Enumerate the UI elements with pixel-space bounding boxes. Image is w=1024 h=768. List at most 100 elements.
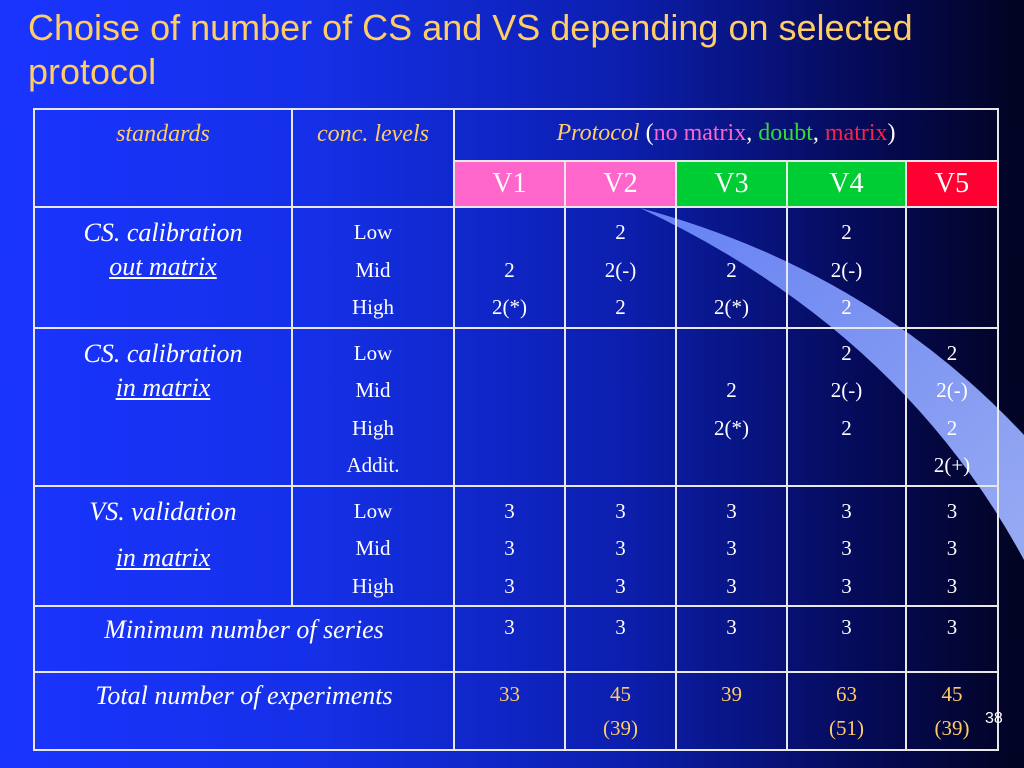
cell-total-v3: 39 <box>675 671 788 751</box>
cell-line: 2 <box>726 378 737 402</box>
cell-line: 2(-) <box>604 257 637 282</box>
cell-vs-v5: 3 3 3 <box>905 484 999 607</box>
cell-cs-in-v5: 2 2(-) 2 2(+) <box>905 326 999 487</box>
cell-line: 3 <box>504 536 515 560</box>
cell-line <box>907 214 997 252</box>
cell-line: 63 <box>836 682 857 706</box>
cell-line: 2(*) <box>714 295 749 319</box>
cell-line: 2(-) <box>830 257 863 282</box>
cell-line: (51) <box>829 716 864 740</box>
conc-levels-label: conc. levels <box>317 121 429 147</box>
cell-cs-out-v1: 2 2(*) <box>453 206 566 329</box>
cell-line: 45 <box>610 682 631 706</box>
cell-line <box>566 410 675 448</box>
levels-cs-in: Low Mid High Addit. <box>291 326 455 487</box>
cell-line: 2 <box>504 257 515 282</box>
version-v1: V1 <box>453 160 566 208</box>
cell-line: 2 <box>841 415 852 440</box>
cell-line: Low <box>353 498 393 523</box>
cell-line <box>455 335 564 373</box>
version-v4: V4 <box>786 160 907 208</box>
header-conc-levels: conc. levels <box>291 108 455 208</box>
cell-line: Addit. <box>346 453 400 477</box>
cell-line <box>566 335 675 373</box>
cell-line: 2 <box>946 340 958 365</box>
cell-line <box>455 372 564 410</box>
cell-line: Mid <box>355 536 391 560</box>
label-min-series: Minimum number of series <box>33 605 455 673</box>
cell-cs-out-v3: 2 2(*) <box>675 206 788 329</box>
label-cs-out-matrix: CS. calibration out matrix <box>33 206 293 329</box>
protocol-paren-open: ( <box>645 120 654 146</box>
cell-line <box>677 447 786 485</box>
cell-vs-v3: 3 3 3 <box>675 484 788 607</box>
cell-cs-out-v2: 2 2(-) 2 <box>564 206 677 329</box>
protocol-comma-2: , <box>812 120 825 146</box>
cell-total-v1: 33 <box>453 671 566 751</box>
table-header-row: standards conc. levels Protocol (no matr… <box>33 108 999 208</box>
cell-line <box>788 447 905 485</box>
label-line: in matrix <box>115 542 211 572</box>
cell-line: High <box>352 415 394 440</box>
version-v2: V2 <box>564 160 677 208</box>
cell-line <box>455 410 564 448</box>
cell-line: 3 <box>946 536 958 560</box>
cell-cs-in-v3: 2 2(*) <box>675 326 788 487</box>
cell-line: Mid <box>355 378 391 402</box>
cell-line: 3 <box>615 536 626 560</box>
label-line: in matrix <box>115 372 211 402</box>
cell-min-v3: 3 <box>675 605 788 673</box>
cell-line: 3 <box>615 498 626 523</box>
protocol-doubt: doubt <box>758 120 813 146</box>
cell-cs-out-v4: 2 2(-) 2 <box>786 206 907 329</box>
cell-line: 3 <box>726 498 737 523</box>
cell-line: 2(*) <box>492 295 527 319</box>
cell-line: 3 <box>504 498 515 523</box>
version-row: V1 V2 V3 V4 V5 <box>34 160 999 208</box>
protocol-no-matrix: no matrix <box>653 120 747 146</box>
cell-cs-in-v2 <box>564 326 677 487</box>
label-line: out matrix <box>109 252 217 281</box>
cell-line: 2 <box>615 220 626 244</box>
cell-line: (39) <box>603 716 638 740</box>
cell-line: 2(+) <box>933 453 971 477</box>
header-protocol: Protocol (no matrix, doubt, matrix) <box>453 108 999 162</box>
cell-line: High <box>352 295 394 319</box>
cell-line: 2(-) <box>830 378 863 402</box>
cell-min-v1: 3 <box>453 605 566 673</box>
cell-line: 3 <box>841 498 852 523</box>
cell-cs-in-v1 <box>453 326 566 487</box>
row-min-series: Minimum number of series 3 3 3 3 3 <box>33 605 999 673</box>
cell-line <box>566 447 675 485</box>
cell-line: 3 <box>841 536 852 560</box>
label-total-experiments: Total number of experiments <box>33 671 455 751</box>
cell-vs-v1: 3 3 3 <box>453 484 566 607</box>
cell-line <box>566 372 675 410</box>
cell-line: 3 <box>841 573 852 598</box>
cell-line: 2 <box>726 257 737 282</box>
protocol-paren-close: ) <box>887 120 896 146</box>
version-v5: V5 <box>905 160 999 208</box>
cell-line: Low <box>353 220 393 244</box>
cell-line: 3 <box>946 573 958 598</box>
cell-total-v4: 63 (51) <box>786 671 907 751</box>
cell-line: (39) <box>934 716 970 740</box>
header-standards: standards <box>33 108 293 208</box>
cell-line: Mid <box>355 257 391 282</box>
cell-line: 45 <box>941 682 963 706</box>
cell-line: 2 <box>841 340 852 365</box>
cell-line: 2(-) <box>936 378 968 402</box>
cell-min-v4: 3 <box>786 605 907 673</box>
cell-total-v5: 45 (39) <box>905 671 999 751</box>
protocol-table: standards conc. levels Protocol (no matr… <box>33 108 999 751</box>
cell-line: High <box>352 573 394 598</box>
cell-line <box>907 252 997 290</box>
cell-line: 33 <box>499 682 520 706</box>
cell-cs-out-v5 <box>905 206 999 329</box>
cell-line <box>677 214 786 252</box>
cell-vs-v4: 3 3 3 <box>786 484 907 607</box>
levels-cs-out: Low Mid High <box>291 206 455 329</box>
cell-line: 3 <box>615 573 626 598</box>
cell-total-v2: 45 (39) <box>564 671 677 751</box>
